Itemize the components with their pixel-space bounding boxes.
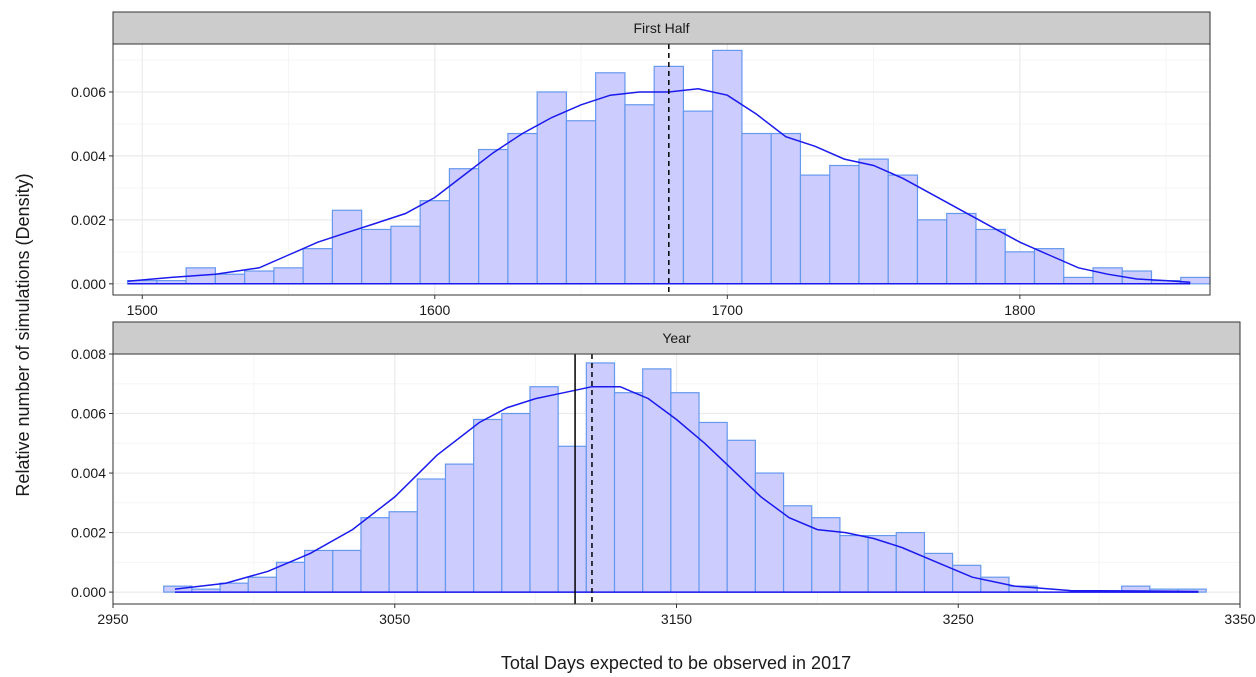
y-tick-label: 0.006 xyxy=(71,406,106,422)
histogram-bar xyxy=(1063,276,1094,285)
histogram-bar xyxy=(613,392,644,593)
panels-layer: First Half 0.000 0.002 0.004 0.006 1500 1600 17… xyxy=(71,11,1256,627)
histogram-bar xyxy=(536,91,568,285)
histogram-bar xyxy=(1004,251,1036,285)
histogram-bar xyxy=(698,421,728,593)
histogram-bar xyxy=(219,582,249,593)
histogram-bar xyxy=(741,132,772,285)
histogram-bar xyxy=(887,174,919,285)
histogram-bar xyxy=(754,472,785,593)
panel-0: First Half 0.000 0.002 0.004 0.006 1500 1600 17… xyxy=(71,11,1211,318)
density-curve xyxy=(127,88,1191,285)
histogram-bar xyxy=(670,392,700,593)
x-tick-label: 1700 xyxy=(712,302,743,318)
histogram-bar xyxy=(361,228,392,285)
x-tick-label: 3050 xyxy=(379,611,410,627)
histogram-bar xyxy=(770,132,802,285)
y-tick-label: 0.008 xyxy=(71,346,106,362)
x-tick-label: 3250 xyxy=(943,611,974,627)
x-axis-title: Total Days expected to be observed in 20… xyxy=(501,653,851,673)
histogram-bar xyxy=(839,534,869,593)
histogram-bar xyxy=(682,110,714,285)
y-tick-label: 0.004 xyxy=(71,148,106,164)
histogram-bar xyxy=(557,445,587,593)
histogram-bar xyxy=(712,49,743,285)
histogram-bar xyxy=(975,228,1006,285)
histogram-bar xyxy=(273,267,304,285)
histogram-bar xyxy=(214,273,246,285)
histogram-bar xyxy=(388,511,418,593)
y-tick-label: 0.004 xyxy=(71,465,106,481)
histogram-bar xyxy=(1180,276,1211,285)
histogram-bar xyxy=(529,386,559,593)
panel-1: Year 0.000 0.002 0.004 0.006 0.008 2950 3050 315… xyxy=(71,321,1256,627)
x-tick-label: 1800 xyxy=(1004,302,1035,318)
histogram-bar xyxy=(507,132,538,285)
x-tick-label: 3350 xyxy=(1224,611,1255,627)
histogram-bar xyxy=(595,72,626,285)
x-tick-label: 3150 xyxy=(661,611,692,627)
histogram-bar xyxy=(782,505,813,593)
panel-title: Year xyxy=(662,330,691,346)
histogram-bar xyxy=(303,549,334,593)
histogram-bar xyxy=(419,200,451,285)
histogram-bar xyxy=(444,463,475,593)
y-tick-label: 0.002 xyxy=(71,212,106,228)
histogram-bar xyxy=(244,270,275,285)
y-tick-label: 0.006 xyxy=(71,84,106,100)
density-curve xyxy=(174,385,1199,593)
histogram-bar xyxy=(416,478,447,593)
y-axis-title: Relative number of simulations (Density) xyxy=(13,173,33,496)
histogram-bar xyxy=(448,168,480,285)
panel-border xyxy=(112,43,1211,296)
histogram-bar xyxy=(642,368,672,593)
histogram-bar xyxy=(275,561,306,593)
histogram-bar xyxy=(799,174,831,285)
x-tick-label: 1500 xyxy=(127,302,158,318)
panel-strip xyxy=(112,321,1241,355)
histogram-bar xyxy=(247,576,278,593)
histogram-bar xyxy=(331,209,363,285)
histogram-bar xyxy=(1033,248,1065,285)
histogram-bar xyxy=(332,549,362,593)
x-tick-label: 1600 xyxy=(419,302,450,318)
histogram-bar xyxy=(390,225,421,285)
y-tick-label: 0.000 xyxy=(71,584,106,600)
y-tick-label: 0.000 xyxy=(71,276,106,292)
histogram-bar xyxy=(501,412,531,593)
y-tick-label: 0.002 xyxy=(71,525,106,541)
histogram-bar xyxy=(302,248,334,285)
histogram-bar xyxy=(829,164,860,285)
histogram-bar xyxy=(478,148,509,285)
histogram-bar xyxy=(946,212,977,285)
x-tick-label: 2950 xyxy=(97,611,128,627)
panel-strip xyxy=(112,11,1211,45)
histogram-bar xyxy=(624,104,655,285)
histogram-bar xyxy=(923,552,954,593)
histogram-bar xyxy=(726,439,756,593)
histogram-bar xyxy=(360,517,390,593)
histogram-bar xyxy=(916,219,948,285)
histogram-bar xyxy=(858,158,889,285)
histogram-bar xyxy=(473,418,503,593)
panel-title: First Half xyxy=(634,20,690,36)
histogram-bar xyxy=(585,362,616,593)
histogram-bar xyxy=(565,120,597,285)
histogram-bar xyxy=(895,531,926,593)
